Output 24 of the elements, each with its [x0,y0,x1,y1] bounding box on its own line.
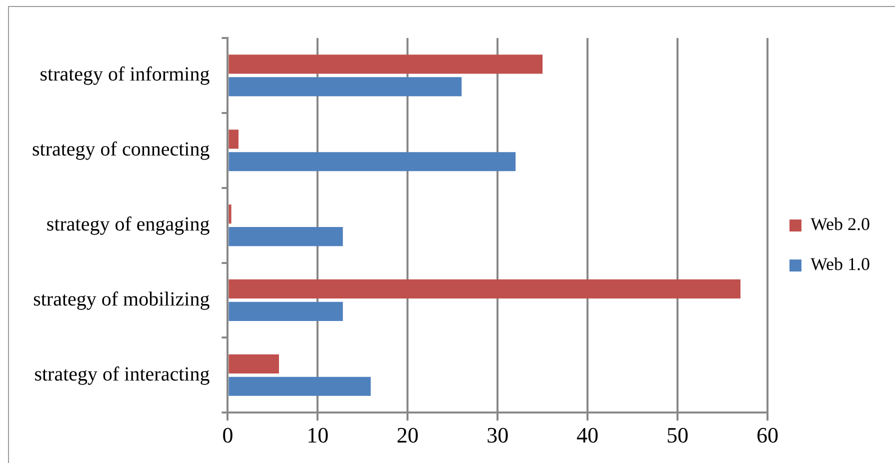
bar [228,54,543,74]
legend-label: Web 2.0 [810,214,870,234]
bar [228,152,516,172]
legend-label: Web 1.0 [810,254,870,274]
x-tick-label: 50 [666,422,689,448]
bar [228,302,343,322]
x-tick-label: 40 [576,422,599,448]
bar [228,77,462,96]
bar [228,354,279,374]
x-tick-label: 60 [756,422,778,448]
x-tick-label: 10 [306,422,329,448]
x-tick-label: 0 [222,422,234,448]
x-tick-label: 20 [396,422,419,448]
y-tick-label: strategy of mobilizing [33,288,210,310]
y-tick-label: strategy of interacting [34,363,210,386]
bar [228,226,343,246]
bar [228,376,371,396]
bar [228,130,239,149]
bar [228,279,740,299]
y-tick-label: strategy of connecting [32,138,210,161]
bar [228,204,232,224]
x-tick-label: 30 [486,422,509,448]
y-tick-label: strategy of informing [40,64,210,86]
y-tick-label: strategy of engaging [46,214,210,236]
